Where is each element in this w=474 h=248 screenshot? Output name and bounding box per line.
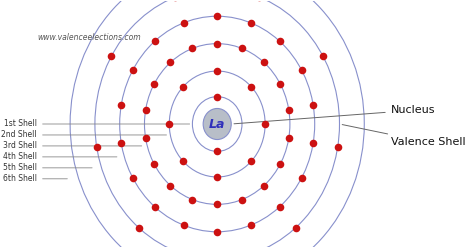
Point [298,68,305,72]
Point [261,122,269,126]
Point [213,42,221,46]
Point [180,223,188,227]
Point [334,146,341,150]
Point [213,175,221,179]
Point [276,162,284,166]
Point [276,39,283,43]
Point [108,54,115,58]
Point [189,46,196,50]
Point [142,108,149,112]
Point [151,205,158,209]
Point [135,226,142,230]
Point [180,85,187,89]
Point [238,198,246,202]
Point [151,39,158,43]
Text: Valence Shell: Valence Shell [342,124,465,147]
Point [213,230,221,234]
Point [247,223,255,227]
Point [150,82,158,86]
Point [180,21,188,25]
Point [213,95,221,99]
Point [292,226,300,230]
Point [189,198,196,202]
Point [213,202,221,206]
Point [118,141,125,145]
Point [150,162,158,166]
Point [260,61,268,64]
Point [260,184,268,187]
Point [93,146,100,150]
Text: Nucleus: Nucleus [234,105,435,124]
Point [276,205,283,209]
Point [319,54,327,58]
Text: 1st Shell: 1st Shell [4,120,190,128]
Text: 3rd Shell: 3rd Shell [3,141,142,151]
Point [129,176,137,180]
Text: La: La [209,118,226,130]
Text: Electron: Electron [0,247,1,248]
Point [129,68,137,72]
Point [165,122,173,126]
Point [167,61,174,64]
Point [213,149,221,153]
Text: 6th Shell: 6th Shell [3,174,67,183]
Point [285,108,292,112]
Point [213,14,221,18]
Point [310,103,317,107]
Point [167,184,174,187]
Text: www.valenceelections.com: www.valenceelections.com [37,33,141,42]
Point [238,46,246,50]
Point [247,159,255,163]
Point [142,136,149,140]
Point [310,141,317,145]
Point [298,176,305,180]
Point [285,136,292,140]
Ellipse shape [203,108,231,140]
Point [180,159,187,163]
Text: 5th Shell: 5th Shell [3,163,92,172]
Point [247,21,255,25]
Text: 2nd Shell: 2nd Shell [1,130,166,139]
Point [276,82,284,86]
Text: 4th Shell: 4th Shell [3,152,117,161]
Point [118,103,125,107]
Point [247,85,255,89]
Point [213,69,221,73]
